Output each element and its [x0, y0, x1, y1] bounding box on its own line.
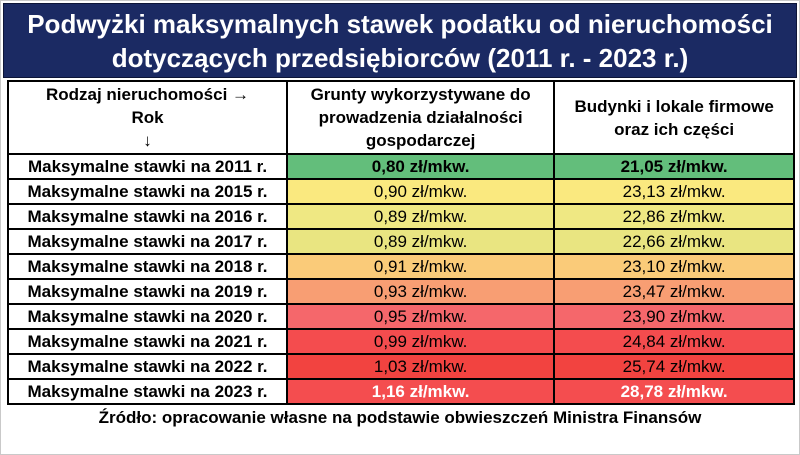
table-row: Maksymalne stawki na 2011 r. 0,80 zł/mkw…	[6, 153, 795, 180]
grunty-value-cell: 0,89 zł/mkw.	[286, 228, 556, 255]
grunty-value-cell: 0,90 zł/mkw.	[286, 178, 556, 205]
row-label-cell: Maksymalne stawki na 2021 r.	[6, 328, 289, 355]
grunty-value-cell: 1,03 zł/mkw.	[286, 353, 556, 380]
row-label-cell: Maksymalne stawki na 2018 r.	[6, 253, 289, 280]
budynki-value-cell: 23,47 zł/mkw.	[553, 278, 795, 305]
tax-rates-table: Rodzaj nieruchomości → Rok ↓ Grunty wyko…	[6, 80, 795, 405]
row-label-cell: Maksymalne stawki na 2022 r.	[6, 353, 289, 380]
table-row: Maksymalne stawki na 2016 r. 0,89 zł/mkw…	[6, 203, 795, 230]
budynki-value-cell: 25,74 zł/mkw.	[553, 353, 795, 380]
source-note: Źródło: opracowanie własne na podstawie …	[98, 407, 702, 427]
header-cell-rodzaj: Rodzaj nieruchomości → Rok ↓	[6, 80, 289, 155]
grunty-value-cell: 0,99 zł/mkw.	[286, 328, 556, 355]
grunty-value-cell: 0,89 zł/mkw.	[286, 203, 556, 230]
down-arrow-icon: ↓	[143, 131, 152, 150]
header-cell-grunty: Grunty wykorzystywane do prowadzenia dzi…	[286, 80, 556, 155]
table-row: Maksymalne stawki na 2022 r. 1,03 zł/mkw…	[6, 353, 795, 380]
row-label-cell: Maksymalne stawki na 2017 r.	[6, 228, 289, 255]
grunty-value-cell: 0,91 zł/mkw.	[286, 253, 556, 280]
row-label-cell: Maksymalne stawki na 2019 r.	[6, 278, 289, 305]
budynki-value-cell: 23,13 zł/mkw.	[553, 178, 795, 205]
page-title-line1: Podwyżki maksymalnych stawek podatku od …	[27, 8, 773, 39]
budynki-value-cell: 22,66 zł/mkw.	[553, 228, 795, 255]
header-row: Rodzaj nieruchomości → Rok ↓ Grunty wyko…	[6, 80, 795, 155]
row-label-cell: Maksymalne stawki na 2023 r.	[6, 378, 289, 405]
row-label-cell: Maksymalne stawki na 2020 r.	[6, 303, 289, 330]
budynki-value-cell: 23,10 zł/mkw.	[553, 253, 795, 280]
budynki-value-cell: 28,78 zł/mkw.	[553, 378, 795, 405]
grunty-value-cell: 0,95 zł/mkw.	[286, 303, 556, 330]
table-row: Maksymalne stawki na 2019 r. 0,93 zł/mkw…	[6, 278, 795, 305]
header-cell-budynki: Budynki i lokale firmowe oraz ich części	[553, 80, 795, 155]
budynki-value-cell: 21,05 zł/mkw.	[553, 153, 795, 180]
header-rodzaj-label: Rodzaj nieruchomości →	[45, 85, 250, 104]
page-title-line2: dotyczących przedsiębiorców (2011 r. - 2…	[111, 42, 689, 73]
budynki-value-cell: 24,84 zł/mkw.	[553, 328, 795, 355]
table-row: Maksymalne stawki na 2023 r. 1,16 zł/mkw…	[6, 378, 795, 405]
title-banner: Podwyżki maksymalnych stawek podatku od …	[3, 3, 797, 78]
table-row: Maksymalne stawki na 2021 r. 0,99 zł/mkw…	[6, 328, 795, 355]
table-row: Maksymalne stawki na 2020 r. 0,95 zł/mkw…	[6, 303, 795, 330]
row-label-cell: Maksymalne stawki na 2011 r.	[6, 153, 289, 180]
table-row: Maksymalne stawki na 2018 r. 0,91 zł/mkw…	[6, 253, 795, 280]
grunty-value-cell: 0,93 zł/mkw.	[286, 278, 556, 305]
row-label-cell: Maksymalne stawki na 2015 r.	[6, 178, 289, 205]
header-rok-label: Rok	[131, 108, 164, 127]
grunty-value-cell: 1,16 zł/mkw.	[286, 378, 556, 405]
grunty-value-cell: 0,80 zł/mkw.	[286, 153, 556, 180]
row-label-cell: Maksymalne stawki na 2016 r.	[6, 203, 289, 230]
table-row: Maksymalne stawki na 2017 r. 0,89 zł/mkw…	[6, 228, 795, 255]
table-row: Maksymalne stawki na 2015 r. 0,90 zł/mkw…	[6, 178, 795, 205]
budynki-value-cell: 22,86 zł/mkw.	[553, 203, 795, 230]
budynki-value-cell: 23,90 zł/mkw.	[553, 303, 795, 330]
